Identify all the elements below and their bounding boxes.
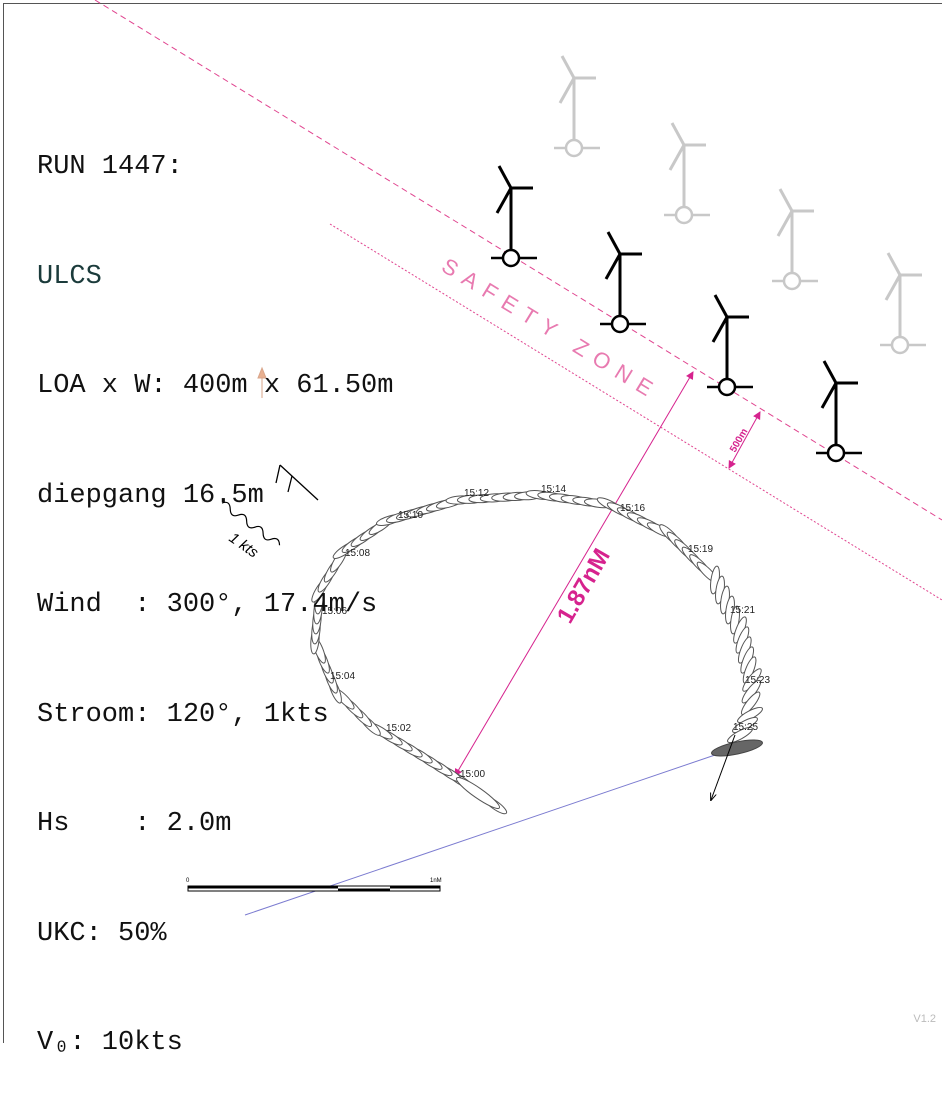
ukc: UKC: 50% bbox=[37, 918, 167, 949]
time-label: 15:04 bbox=[330, 671, 355, 682]
scale-start: 0 bbox=[186, 878, 190, 884]
zone-width-label: 500m bbox=[728, 427, 750, 455]
safety-zone-label: SAFETY ZONE bbox=[437, 253, 664, 406]
ship-current bbox=[711, 739, 763, 757]
wind-barb bbox=[275, 464, 319, 501]
run-info: RUN 1447: ULCS LOA x W: 400m x 61.50m di… bbox=[37, 76, 393, 1098]
turbines-grey bbox=[552, 54, 928, 355]
frame bbox=[3, 3, 942, 1043]
current-arrow bbox=[221, 501, 281, 546]
heading bbox=[711, 734, 736, 800]
speed: V₀: 10kts bbox=[37, 1028, 183, 1058]
distance-arrow bbox=[454, 371, 694, 777]
current: Stroom: 120°, 1kts bbox=[37, 699, 329, 730]
time-label: 15:00 bbox=[460, 769, 485, 780]
run: RUN 1447: bbox=[37, 152, 183, 182]
time-label: 15:16 bbox=[620, 503, 645, 514]
page: SAFETY ZONE 500m 1.87nM 1 kts 0 1nM 15:0… bbox=[3, 0, 942, 1058]
wind: Wind : 300°, 17.4m/s bbox=[37, 590, 378, 620]
time-label: 15:19 bbox=[688, 544, 713, 555]
ship-outline bbox=[742, 656, 757, 684]
draught: diepgang 16.5m bbox=[37, 480, 264, 511]
map: SAFETY ZONE 500m 1.87nM 1 kts 0 1nM 15:0… bbox=[94, 0, 942, 916]
time-label: 15:06 bbox=[322, 606, 347, 617]
time-label: 15:02 bbox=[386, 723, 411, 734]
time-label: 15:23 bbox=[745, 675, 770, 686]
scale-bar bbox=[187, 885, 441, 892]
zone-width-arrow bbox=[728, 411, 761, 469]
time-label: 15:14 bbox=[541, 484, 566, 495]
dimensions: LOA x W: 400m x 61.50m bbox=[37, 371, 394, 401]
ship-outline bbox=[740, 691, 761, 716]
safety-line bbox=[94, 0, 942, 521]
vessel: ULCS bbox=[37, 261, 102, 292]
time-label: 15:12 bbox=[464, 488, 489, 499]
version: V1.2 bbox=[913, 1013, 936, 1025]
time-label: 15:21 bbox=[730, 605, 755, 616]
time-label: 15:08 bbox=[345, 548, 370, 559]
track bbox=[310, 490, 763, 815]
time-label: 15:10 bbox=[398, 510, 423, 521]
north-arrow bbox=[257, 366, 267, 398]
ship-outline bbox=[456, 777, 500, 809]
safety-line bbox=[329, 223, 942, 601]
waves: Hs : 2.0m bbox=[37, 809, 232, 839]
time-label: 15:25 bbox=[733, 722, 758, 733]
scale-end: 1nM bbox=[430, 878, 442, 884]
